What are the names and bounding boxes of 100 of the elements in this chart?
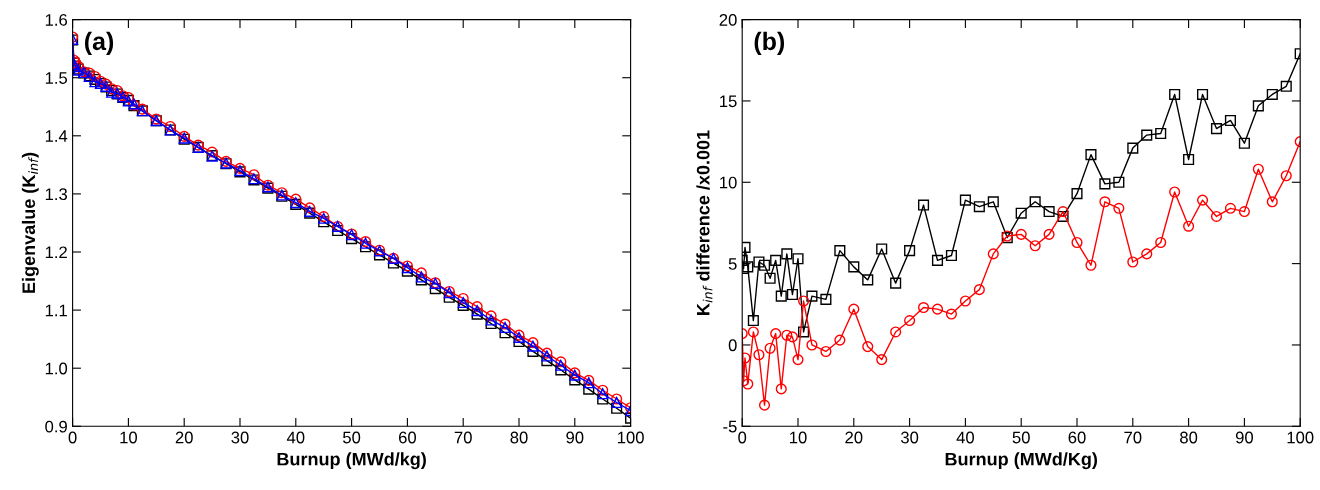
point [1210,123,1223,135]
y-tick-label: 1.6 [45,14,68,26]
annotation: (a) [85,31,114,56]
y-tick-label: 1.5 [45,72,68,84]
y-tick-label: 1.3 [45,188,68,201]
point [848,303,860,315]
x-axis-title: Burnup (MWd/kg) [277,452,426,470]
y-axis-title: K$_{inf}$ difference /x0.001 [696,130,713,315]
point [332,224,344,237]
point [781,329,793,341]
x-tick-label: 90 [566,431,584,444]
x-tick-label: 80 [1180,431,1198,444]
x-axis-title: Burnup (MWd/Kg) [945,452,1098,470]
point [862,341,874,353]
point [1099,196,1111,208]
point [1183,220,1195,232]
point [1266,196,1278,208]
y-tick-label: 1.2 [45,246,67,259]
point [973,284,985,296]
point [786,288,798,301]
point [555,364,567,376]
point [742,378,754,390]
point [1141,129,1153,141]
y-tick-label: 1.1 [45,304,67,317]
point [1238,137,1250,149]
x-tick-label: 70 [454,431,472,444]
x-tick-label: 10 [790,431,807,444]
point [862,274,874,286]
point [1155,127,1167,140]
point [1029,240,1041,252]
point [1280,170,1292,182]
point [758,399,771,411]
x-tick-label: 60 [1068,431,1086,444]
point [775,290,787,302]
x-tick-label: 70 [1124,431,1142,444]
point [1113,202,1125,214]
point [1113,176,1125,188]
point [1252,163,1264,175]
x-tick-label: 90 [1235,431,1254,444]
point [775,383,787,395]
y-tick-label: 5 [728,258,737,270]
point [876,354,888,366]
point [945,249,958,262]
point [848,261,860,273]
point [1169,186,1181,198]
point [597,384,609,396]
point [499,318,511,330]
point [1141,248,1153,260]
y-tick-label: 0 [728,339,737,352]
point [987,196,999,208]
x-tick-label: 50 [1012,431,1030,444]
point [485,310,497,322]
point [904,245,916,257]
y-tick-label: 0.9 [45,420,67,433]
x-tick-label: 0 [738,431,747,444]
point [904,315,916,327]
point [876,243,888,255]
point [753,256,765,268]
point [834,245,846,257]
point [945,308,958,320]
point [318,216,330,228]
point [541,355,553,367]
point [798,326,810,338]
point [890,277,902,289]
point [583,383,595,395]
point [1085,149,1097,161]
point [611,402,623,414]
point [753,349,765,361]
point [1099,178,1111,190]
point [471,301,483,313]
x-tick-label: 10 [120,431,138,444]
point [1015,207,1027,219]
point [611,393,623,405]
x-tick-label: 80 [510,431,528,444]
point [973,201,985,213]
point [387,257,400,269]
point [931,254,944,266]
y-tick-label: 10 [720,176,737,189]
point [917,301,930,314]
point [1015,228,1027,240]
point [1224,202,1237,214]
point [373,249,386,261]
point [742,261,754,273]
point [747,326,759,338]
point [611,396,623,409]
point [415,267,427,279]
y-tick-label: 20 [719,14,737,26]
point [569,374,581,386]
point [834,334,846,346]
point [527,345,539,357]
point [1085,259,1097,271]
point [931,303,944,315]
point [786,331,798,343]
point [890,326,902,338]
point [792,354,804,366]
point [1238,206,1250,218]
point [917,199,930,211]
point [959,194,971,206]
point [1043,206,1055,218]
x-tick-label: 40 [286,431,305,444]
